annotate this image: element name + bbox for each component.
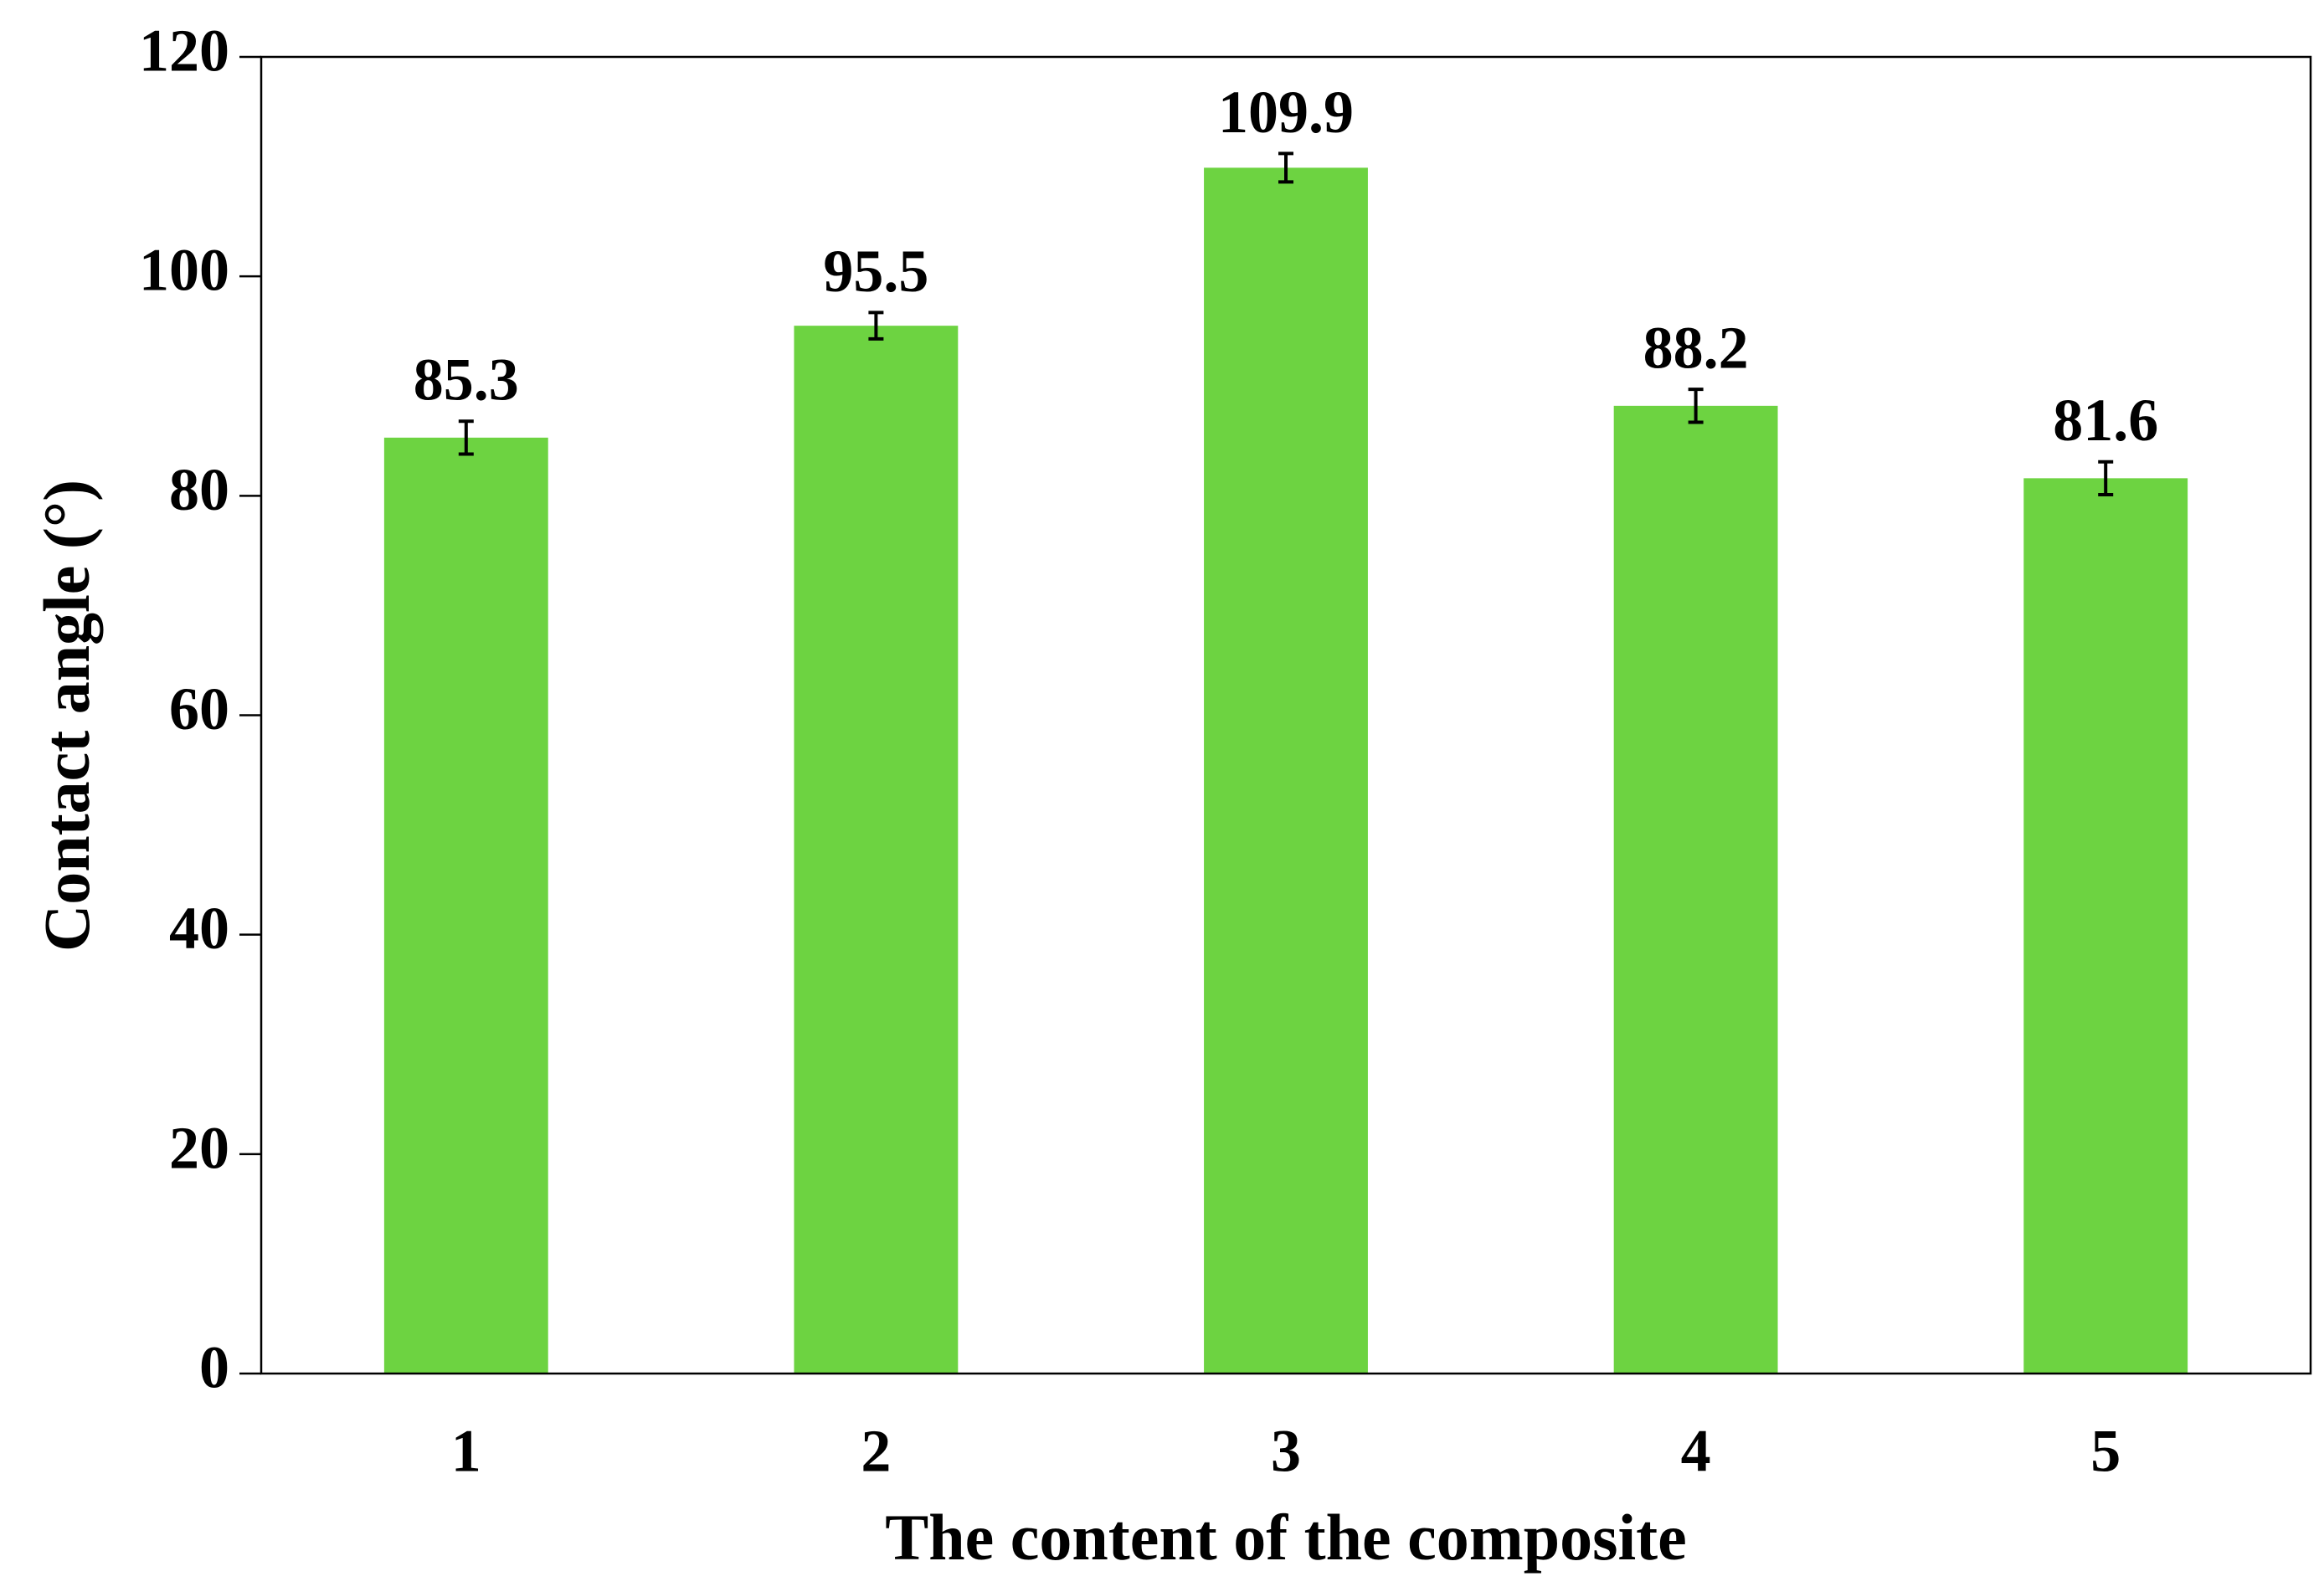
bar: [1613, 405, 1778, 1374]
y-axis-title: Contact angle (°): [30, 480, 103, 952]
bar: [794, 326, 959, 1374]
x-tick-label: 3: [1271, 1418, 1301, 1485]
plot-frame: [260, 55, 2312, 1375]
value-label: 109.9: [1218, 79, 1354, 146]
y-tick-label: 80: [169, 456, 229, 523]
value-label: 81.6: [2053, 387, 2158, 454]
y-tick-label: 100: [139, 237, 229, 304]
bar: [1204, 167, 1368, 1374]
x-tick-label: 1: [451, 1418, 481, 1485]
value-label: 85.3: [414, 347, 519, 413]
error-bar: [1278, 151, 1293, 184]
y-tick-label: 20: [169, 1114, 229, 1181]
y-tick-label: 40: [169, 895, 229, 962]
bar: [383, 437, 548, 1374]
bar: [2023, 478, 2188, 1374]
error-bar: [458, 419, 474, 456]
error-bar: [868, 311, 884, 341]
y-tick-label: 60: [169, 675, 229, 742]
y-tick-label: 120: [139, 18, 229, 85]
value-label: 95.5: [823, 238, 928, 305]
x-tick-label: 2: [861, 1418, 891, 1485]
x-axis-title: The content of the composite: [885, 1501, 1687, 1574]
error-bar: [2098, 460, 2114, 497]
value-label: 88.2: [1643, 315, 1749, 382]
x-tick-label: 5: [2090, 1418, 2121, 1485]
error-bar: [1688, 388, 1704, 424]
x-tick-label: 4: [1681, 1418, 1711, 1485]
y-tick-label: 0: [199, 1334, 229, 1401]
